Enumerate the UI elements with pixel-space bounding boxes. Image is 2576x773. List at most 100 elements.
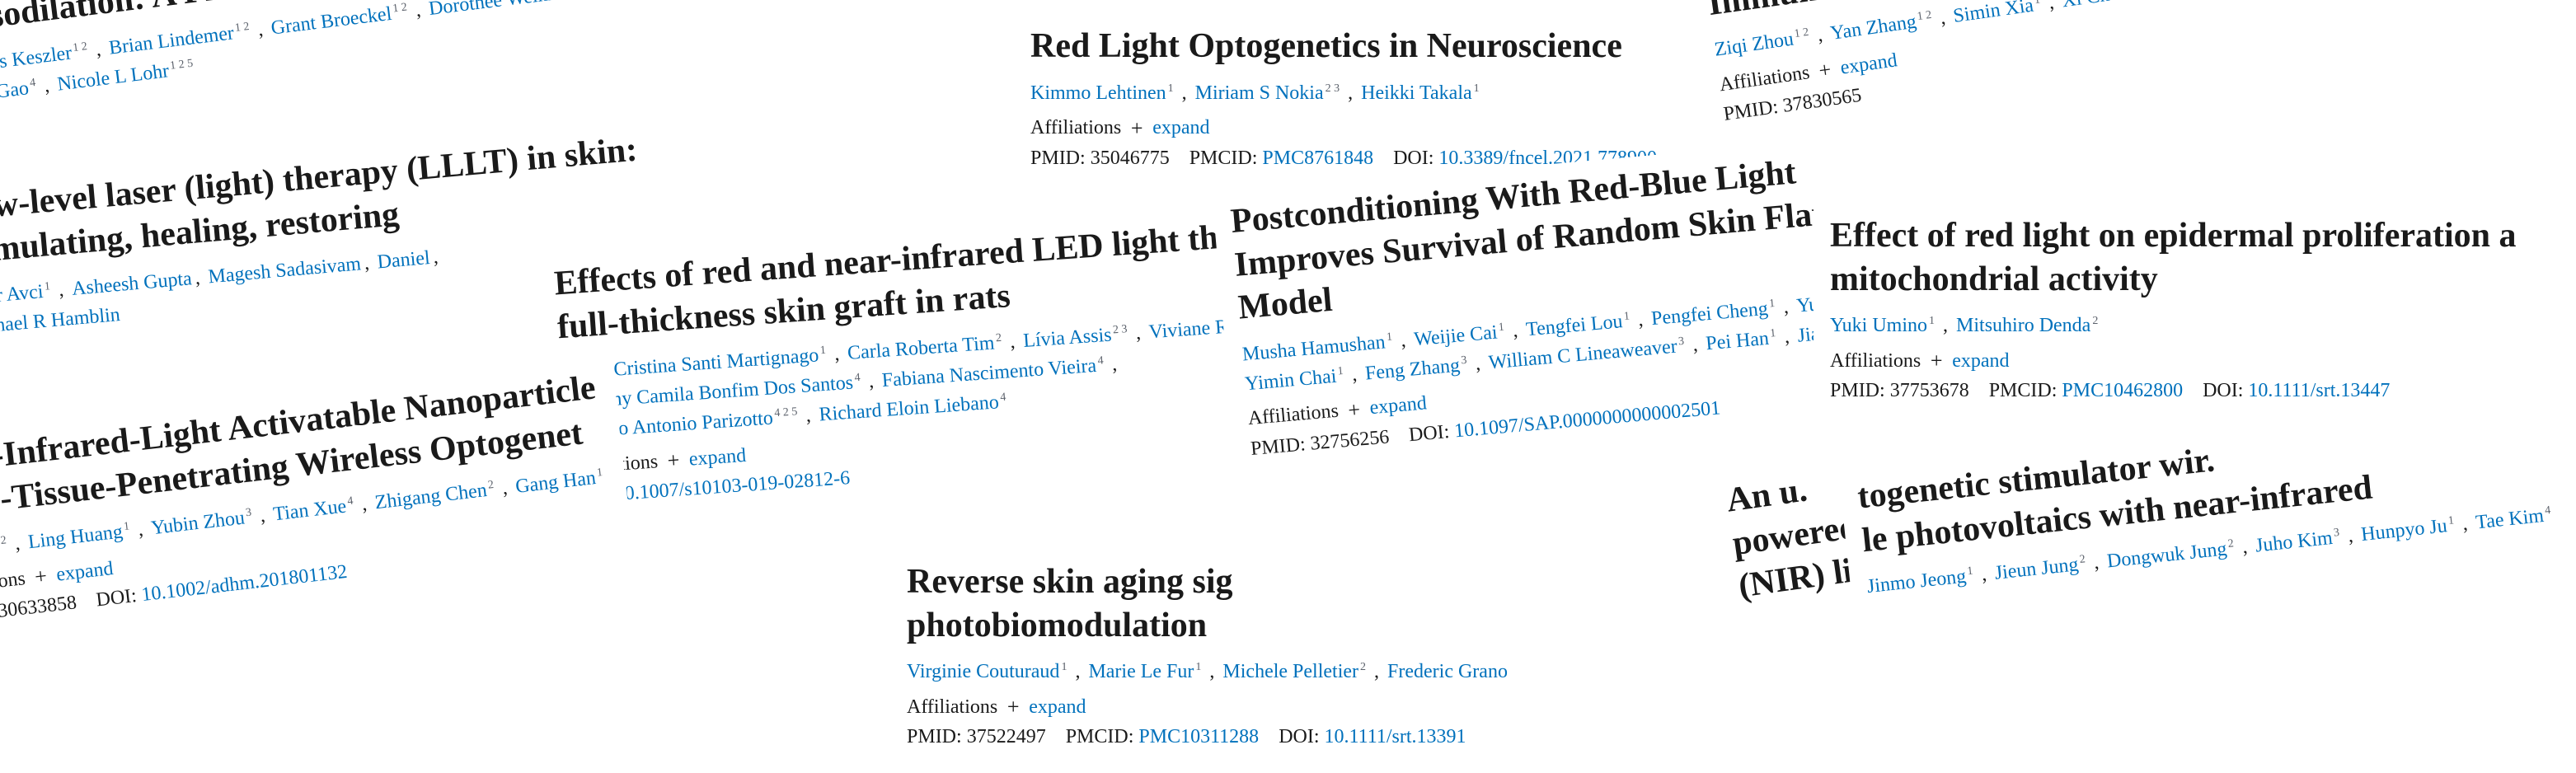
author-link[interactable]: Daniel	[377, 247, 431, 273]
author-link[interactable]: Richard Eloin Liebano	[819, 391, 1000, 425]
author-link[interactable]: Weijie Cai	[1413, 321, 1498, 350]
affiliations-row[interactable]: Affiliations + expand	[1030, 116, 1672, 141]
author-link[interactable]: Fabiana Nascimento Vieira	[881, 355, 1097, 391]
doi-label: DOI:	[1408, 421, 1450, 446]
affiliation-sup: 3	[2333, 527, 2340, 540]
expand-link[interactable]: expand	[688, 444, 747, 471]
author-link[interactable]: Virginie Couturaud	[907, 661, 1059, 682]
affiliation-sup: 1	[1061, 661, 1067, 673]
author-link[interactable]: Pengfei Cheng	[1650, 297, 1769, 329]
author-link[interactable]: Simin Xia	[1952, 0, 2035, 27]
affiliation-sup: 4	[2544, 504, 2551, 518]
affiliation-sup: 2	[996, 332, 1002, 344]
identifiers-row: PMID:37522497 PMCID:PMC10311288 DOI:10.1…	[907, 726, 1508, 748]
expand-link[interactable]: expand	[1952, 350, 2009, 372]
pmid-label: PMID:	[1830, 380, 1885, 401]
author-link[interactable]: Pei Han	[1705, 327, 1770, 354]
expand-icon[interactable]: +	[1929, 349, 1944, 373]
pmid-value: 30633858	[0, 592, 77, 622]
pmid-value: 35046775	[1091, 148, 1170, 169]
article-title[interactable]: Effect of red light on epidermal prolife…	[1830, 214, 2517, 301]
doi-label: DOI:	[1279, 726, 1319, 747]
article-title[interactable]: Reverse skin aging sigphotobiomodulation	[907, 560, 1508, 647]
author-link[interactable]: Kimmo Lehtinen	[1030, 82, 1166, 104]
author-link[interactable]: Nicole L Lohr	[56, 60, 171, 95]
author-link[interactable]: Asheesh Gupta	[71, 268, 193, 300]
doi-link[interactable]: 10.1111/srt.13391	[1325, 726, 1466, 747]
pmid-value: 32756256	[1309, 426, 1390, 454]
citation-snippet-epidermal: Effect of red light on epidermal prolife…	[1814, 206, 2533, 410]
author-link[interactable]: Miriam S Nokia	[1195, 82, 1324, 104]
affiliation-sup: 4	[1097, 354, 1104, 367]
authors-line: Kimmo Lehtinen1, Miriam S Nokia2 3, Heik…	[1030, 78, 1672, 108]
expand-icon[interactable]: +	[1006, 695, 1021, 719]
expand-link[interactable]: expand	[1029, 696, 1086, 719]
author-link[interactable]: Dongwuk Jung	[2106, 538, 2228, 572]
doi-link[interactable]: 10.1111/srt.13447	[2248, 380, 2390, 401]
expand-link[interactable]: expand	[1152, 117, 1209, 139]
author-link[interactable]: Yan Zhang	[1829, 12, 1918, 45]
expand-icon[interactable]: +	[1816, 57, 1834, 83]
author-link[interactable]: Jinmo Jeong	[1866, 566, 1968, 597]
author-link[interactable]: Michele Pelletier	[1222, 661, 1358, 682]
affiliation-sup: 4	[29, 77, 36, 90]
doi-label: DOI:	[95, 585, 138, 611]
citation-snippet-andgate: Red-Light-Activatable AND-GateImmunosupp…	[1682, 0, 2235, 137]
author-link[interactable]: Ling Huang	[27, 521, 124, 553]
affiliations-label: Affiliations	[1030, 117, 1121, 139]
article-title[interactable]: Red Light Optogenetics in Neuroscience	[1030, 25, 1672, 68]
author-link[interactable]: Grant Broeckel	[270, 3, 392, 40]
author-link[interactable]: Tae Kim	[2475, 505, 2545, 534]
pmcid-link[interactable]: PMC10462800	[2062, 380, 2183, 401]
author-link[interactable]: Musha Hamushan	[1241, 331, 1387, 365]
author-link[interactable]: Tengfei Lou	[1525, 311, 1623, 340]
author-link[interactable]: Jieun Jung	[1994, 554, 2080, 584]
author-link[interactable]: Dorothee Weihrauch	[428, 0, 593, 20]
pmcid-link[interactable]: PMC10311288	[1138, 726, 1259, 747]
affiliation-sup: 1	[1770, 327, 1776, 340]
affiliations-row[interactable]: Affiliations + expand	[1830, 349, 2517, 373]
expand-icon[interactable]: +	[32, 564, 49, 590]
affiliation-sup: 1	[819, 344, 826, 357]
affiliation-sup: 1 2	[234, 21, 250, 35]
affiliations-row[interactable]: Affiliations + expand	[907, 695, 1508, 719]
author-link[interactable]: Xi Che	[2061, 0, 2120, 12]
expand-icon[interactable]: +	[1129, 116, 1144, 141]
author-link[interactable]: Ziqi Zhou	[1713, 28, 1795, 60]
expand-icon[interactable]: +	[665, 447, 682, 473]
affiliation-sup: 2	[2079, 553, 2086, 566]
author-link[interactable]: Michael R Hamblin	[0, 304, 121, 340]
author-link[interactable]: Lívia Assis	[1022, 325, 1112, 352]
pmcid-link[interactable]: PMC8761848	[1262, 148, 1373, 169]
expand-icon[interactable]: +	[1345, 397, 1363, 423]
author-link[interactable]: Frederic Grano	[1387, 661, 1508, 682]
affiliations-label: Affiliations	[907, 696, 997, 719]
expand-link[interactable]: expand	[55, 557, 115, 586]
author-link[interactable]: Carla Roberta Tim	[847, 332, 995, 363]
affiliation-sup: 1	[596, 466, 603, 480]
author-link[interactable]: Brian Lindemer	[108, 22, 236, 59]
author-link[interactable]: Magesh Sadasivam	[207, 253, 362, 288]
author-link[interactable]: Heikki Takala	[1361, 82, 1472, 104]
author-link[interactable]: Zhigang Chen	[373, 480, 488, 513]
author-link[interactable]: Feng Zhang	[1364, 354, 1461, 384]
affiliation-sup: 1	[1474, 82, 1480, 95]
author-link[interactable]: Yimin Chai	[1244, 365, 1337, 395]
affiliation-sup: 1	[1929, 315, 1935, 327]
author-link[interactable]: Pinar Avci	[0, 281, 45, 310]
author-link[interactable]: Marie Le Fur	[1088, 661, 1194, 682]
author-link[interactable]: Yuki Umino	[1830, 315, 1927, 336]
author-link[interactable]: Yubin Zhou	[150, 508, 246, 540]
expand-link[interactable]: expand	[1369, 392, 1428, 419]
affiliation-sup: 4	[854, 372, 861, 384]
author-link[interactable]: Hunpyo Ju	[2360, 515, 2448, 546]
author-link[interactable]: Gang Han	[514, 467, 597, 498]
affiliation-sup: 2	[1360, 661, 1366, 673]
author-link[interactable]: Yan Gao	[0, 77, 30, 107]
author-link[interactable]: Juho Kim	[2255, 527, 2334, 557]
affiliation-sup: 3	[1677, 335, 1684, 348]
author-link[interactable]: Tian Xue	[272, 495, 347, 525]
expand-link[interactable]: expand	[1839, 49, 1898, 79]
affiliation-sup: 2 3	[1113, 323, 1128, 336]
author-link[interactable]: Mitsuhiro Denda	[1956, 315, 2090, 336]
